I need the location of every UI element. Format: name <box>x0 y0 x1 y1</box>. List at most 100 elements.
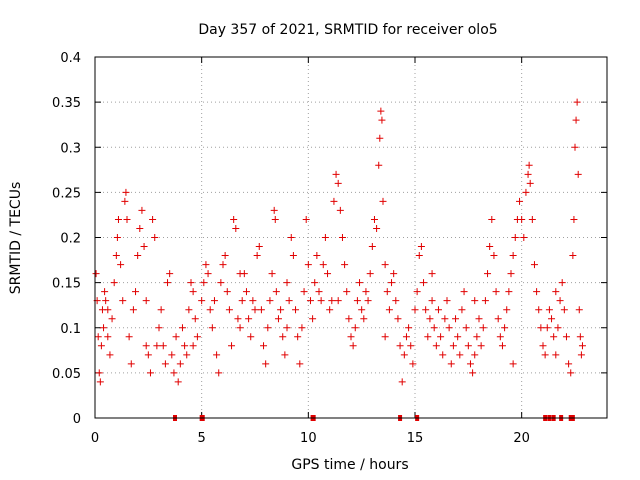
data-point <box>469 369 477 377</box>
data-point <box>390 270 398 278</box>
data-point <box>287 234 295 241</box>
data-point <box>302 215 310 223</box>
data-point <box>270 206 278 214</box>
data-point <box>558 279 566 287</box>
data-point <box>113 234 121 241</box>
data-point <box>477 342 485 350</box>
data-point <box>219 261 227 269</box>
x-tick-labels: 0 5 10 15 20 <box>91 431 530 446</box>
data-point <box>336 206 344 214</box>
data-point <box>114 215 122 223</box>
data-point <box>272 288 280 296</box>
data-point <box>530 261 538 269</box>
data-point <box>570 215 578 223</box>
data-point <box>353 297 361 305</box>
data-point <box>578 342 586 350</box>
data-point <box>122 188 130 196</box>
data-point <box>432 342 440 350</box>
data-point <box>417 243 425 251</box>
data-point <box>161 360 169 368</box>
data-point <box>574 170 582 178</box>
data-point <box>129 306 137 314</box>
data-point <box>225 306 233 314</box>
data-point <box>271 215 279 223</box>
data-point <box>155 324 163 332</box>
data-point <box>193 333 201 341</box>
data-point <box>228 342 236 350</box>
data-point <box>268 270 276 278</box>
data-point <box>289 252 297 260</box>
data-point <box>379 197 387 205</box>
data-point <box>96 378 104 386</box>
data-point <box>396 342 404 350</box>
data-point <box>548 315 556 323</box>
data-point <box>341 261 349 269</box>
data-point <box>411 306 419 314</box>
data-point <box>260 342 268 350</box>
data-point <box>151 234 159 241</box>
data-point <box>426 315 434 323</box>
data-point <box>439 351 447 359</box>
y-tick-label: 0.2 <box>60 232 81 247</box>
data-point <box>174 378 182 386</box>
data-point <box>576 333 584 341</box>
data-point <box>520 234 528 241</box>
data-point <box>168 351 176 359</box>
data-point <box>377 107 385 115</box>
chart-title: Day 357 of 2021, SRMTID for receiver olo… <box>198 22 497 38</box>
data-point <box>112 252 120 260</box>
data-point <box>375 161 383 169</box>
data-point <box>430 324 438 332</box>
data-point <box>334 179 342 187</box>
data-point <box>306 297 314 305</box>
data-point <box>541 351 549 359</box>
data-point <box>206 306 214 314</box>
data-point <box>572 116 580 124</box>
data-point <box>132 288 140 296</box>
x-tick-label: 15 <box>407 431 424 446</box>
data-point <box>164 279 172 287</box>
data-point <box>362 288 370 296</box>
data-point <box>456 351 464 359</box>
data-point <box>524 170 532 178</box>
data-point <box>415 252 423 260</box>
data-point <box>266 297 274 305</box>
data-point <box>313 252 321 260</box>
data-point <box>189 288 197 296</box>
data-point <box>236 324 244 332</box>
data-point <box>466 360 474 368</box>
data-point <box>381 333 389 341</box>
data-point <box>575 306 583 314</box>
data-point <box>238 297 246 305</box>
data-point <box>405 324 413 332</box>
data-point <box>300 288 308 296</box>
data-point <box>311 279 319 287</box>
data-point <box>178 324 186 332</box>
data-point <box>392 297 400 305</box>
grid <box>95 57 607 418</box>
data-point <box>104 306 112 314</box>
data-point <box>170 369 178 377</box>
data-point <box>486 243 494 251</box>
data-point <box>460 288 468 296</box>
data-point <box>138 206 146 214</box>
data-point <box>108 315 116 323</box>
data-point <box>181 342 189 350</box>
data-point <box>550 333 558 341</box>
data-point <box>200 279 208 287</box>
data-point <box>119 297 127 305</box>
data-point <box>526 179 534 187</box>
data-point <box>471 297 479 305</box>
data-point <box>309 315 317 323</box>
data-point <box>277 306 285 314</box>
data-point <box>490 252 498 260</box>
data-point <box>376 134 384 142</box>
data-point <box>458 306 466 314</box>
data-point <box>210 297 218 305</box>
data-point <box>204 270 212 278</box>
data-point <box>95 369 103 377</box>
data-point <box>505 288 513 296</box>
data-point <box>370 215 378 223</box>
y-axis-label: SRMTID / TECUs <box>8 182 24 295</box>
